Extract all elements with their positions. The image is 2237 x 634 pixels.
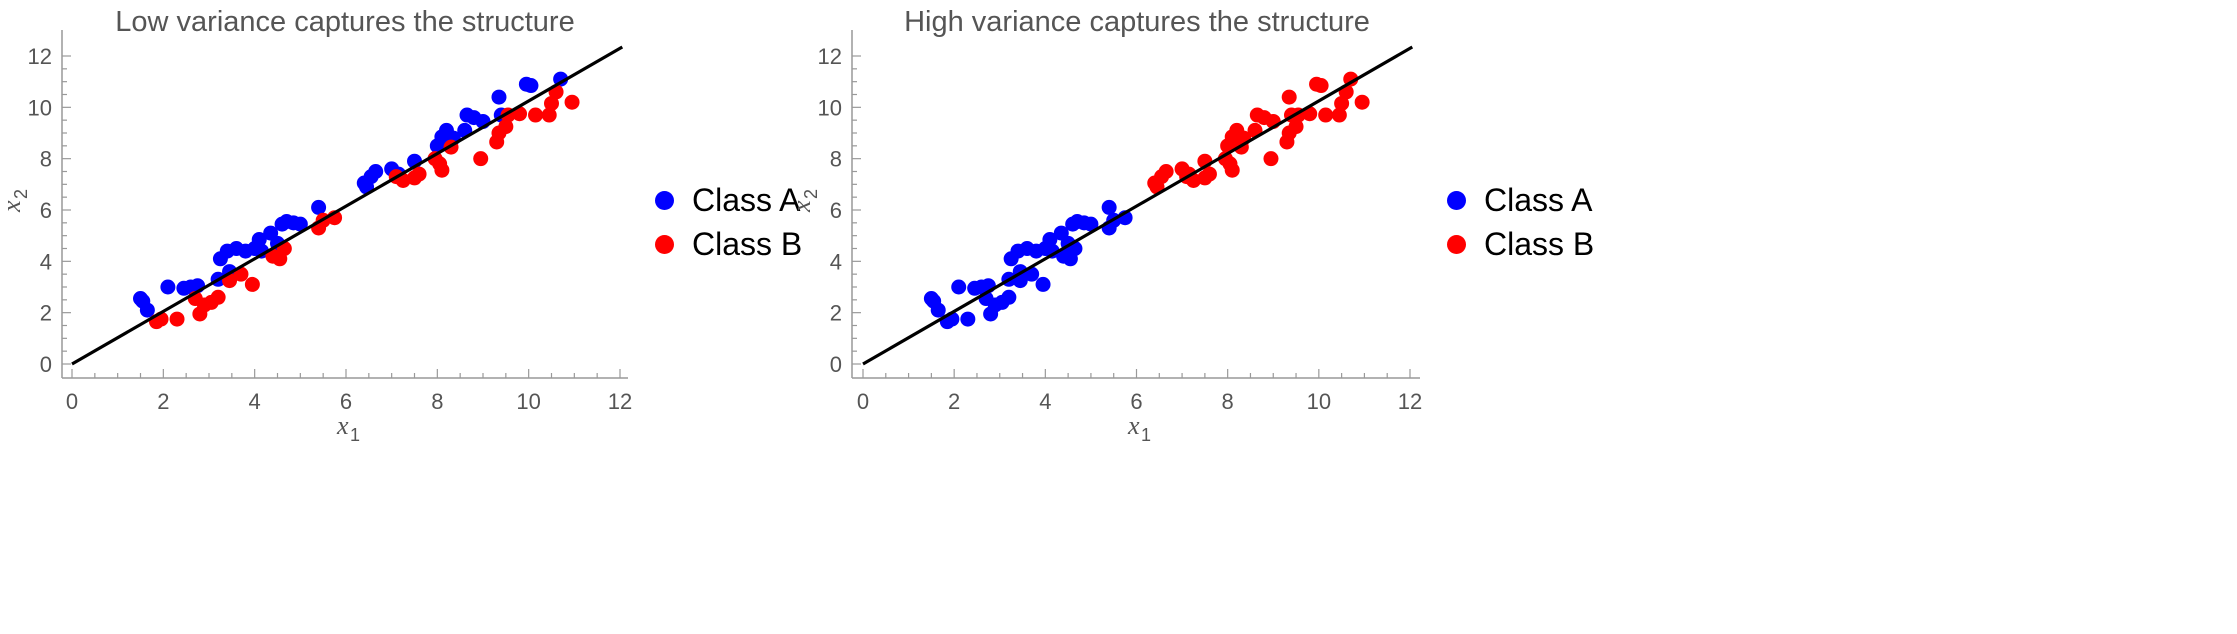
data-point-class-b: [434, 162, 450, 178]
x-tick-label: 8: [431, 389, 443, 414]
data-point-class-b: [1201, 166, 1217, 182]
y-tick-label: 0: [830, 352, 842, 377]
x-tick-label: 12: [608, 389, 632, 414]
y-axis-label: x: [0, 200, 26, 213]
data-point-class-b: [1288, 119, 1304, 135]
y-tick-label: 10: [818, 95, 842, 120]
legend-label: Class B: [1484, 226, 1595, 262]
x-axis-label: x: [336, 411, 349, 440]
x-axis-label-subscript: 1: [350, 425, 360, 445]
chart-title: Low variance captures the structure: [115, 6, 575, 38]
data-point-class-b: [544, 95, 559, 111]
data-point-class-a: [1035, 276, 1051, 292]
data-point-class-a: [368, 164, 384, 179]
y-tick-label: 4: [40, 249, 52, 274]
chart-panel-low-variance: Low variance captures the structure 0 2 4 6…: [0, 0, 802, 634]
x-axis-label-subscript: 1: [1141, 425, 1151, 445]
data-point-class-b: [1224, 162, 1240, 178]
data-point-class-b: [1331, 107, 1347, 123]
y-tick-label: 12: [818, 44, 842, 69]
x-tick-label: 8: [1222, 389, 1234, 414]
trend-line: [71, 45, 624, 366]
data-point-class-b: [541, 107, 557, 123]
data-point-class-b: [1334, 95, 1350, 111]
x-tick-label: 2: [157, 389, 169, 414]
data-point-class-a: [254, 243, 270, 259]
y-tick-label: 12: [28, 44, 52, 69]
legend-item-class-a: Class A: [1447, 182, 1592, 219]
x-tick-label: 6: [1130, 389, 1142, 414]
y-tick-label: 6: [40, 198, 52, 223]
y-tick-label: 8: [830, 147, 842, 172]
data-point-class-a: [1083, 216, 1099, 232]
data-point-class-a: [160, 279, 176, 295]
y-axis-label-subscript: 2: [11, 189, 31, 199]
chart-title: High variance captures the structure: [904, 6, 1370, 38]
legend-swatch-class-b: [1447, 235, 1466, 254]
x-tick-label: 6: [340, 389, 352, 414]
legend-item-class-b: Class B: [1447, 226, 1594, 263]
legend-swatch-class-a: [1447, 191, 1466, 210]
y-tick-label: 4: [830, 249, 842, 274]
y-tick-label: 0: [40, 352, 52, 377]
data-point-class-a: [523, 78, 539, 94]
legend-swatch-class-a: [655, 191, 674, 210]
data-point-class-b: [498, 119, 514, 135]
x-axis-label: x: [1127, 411, 1140, 440]
data-point-class-a: [292, 216, 308, 232]
data-point-class-b: [473, 151, 489, 167]
data-point-class-b: [1281, 89, 1297, 105]
x-tick-label: 10: [516, 389, 540, 414]
y-tick-label: 6: [830, 198, 842, 223]
trend-line: [862, 45, 1414, 366]
x-tick-label: 4: [249, 389, 261, 414]
y-axis-label-group: x2: [0, 189, 31, 213]
data-point-class-a: [1001, 289, 1017, 305]
x-tick-label: 0: [857, 389, 869, 414]
x-tick-label: 12: [1398, 389, 1422, 414]
legend-swatch-class-b: [655, 235, 674, 254]
x-tick-label: 2: [948, 389, 960, 414]
data-point-class-b: [169, 311, 185, 327]
data-point-class-a: [1044, 243, 1060, 259]
legend-item-class-a: Class A: [655, 182, 800, 219]
x-tick-label: 0: [66, 389, 78, 414]
data-point-class-a: [139, 302, 155, 318]
y-tick-label: 8: [40, 147, 52, 172]
x-tick-label: 10: [1307, 389, 1331, 414]
data-point-class-b: [564, 94, 580, 110]
data-point-class-b: [411, 166, 427, 182]
data-point-class-b: [1263, 151, 1279, 167]
y-tick-label: 2: [830, 301, 842, 326]
y-tick-label: 2: [40, 301, 52, 326]
x-tick-label: 4: [1039, 389, 1051, 414]
y-axis-label-subscript: 2: [801, 189, 821, 199]
data-point-class-a: [1042, 232, 1058, 248]
data-point-class-a: [930, 302, 946, 318]
data-point-class-b: [210, 289, 226, 305]
legend-item-class-b: Class B: [655, 226, 802, 263]
legend-label: Class A: [692, 182, 801, 218]
data-point-class-a: [491, 89, 507, 105]
data-point-class-a: [1101, 199, 1117, 215]
data-point-class-b: [244, 276, 260, 292]
data-point-class-b: [1318, 107, 1334, 123]
data-point-class-a: [311, 199, 327, 215]
legend-label: Class B: [692, 226, 803, 262]
data-point-class-b: [1313, 78, 1329, 94]
data-point-class-a: [951, 279, 967, 295]
y-axis-label: x: [787, 200, 816, 213]
data-point-class-b: [1158, 164, 1174, 179]
data-point-class-a: [251, 232, 267, 248]
legend-label: Class A: [1484, 182, 1593, 218]
y-tick-label: 10: [28, 95, 52, 120]
y-axis-label-group: x2: [787, 189, 821, 213]
data-point-class-b: [1354, 94, 1370, 110]
chart-panel-high-variance: High variance captures the structure 0 2 4…: [787, 0, 2237, 634]
data-point-class-b: [528, 107, 544, 123]
data-point-class-a: [960, 311, 976, 327]
